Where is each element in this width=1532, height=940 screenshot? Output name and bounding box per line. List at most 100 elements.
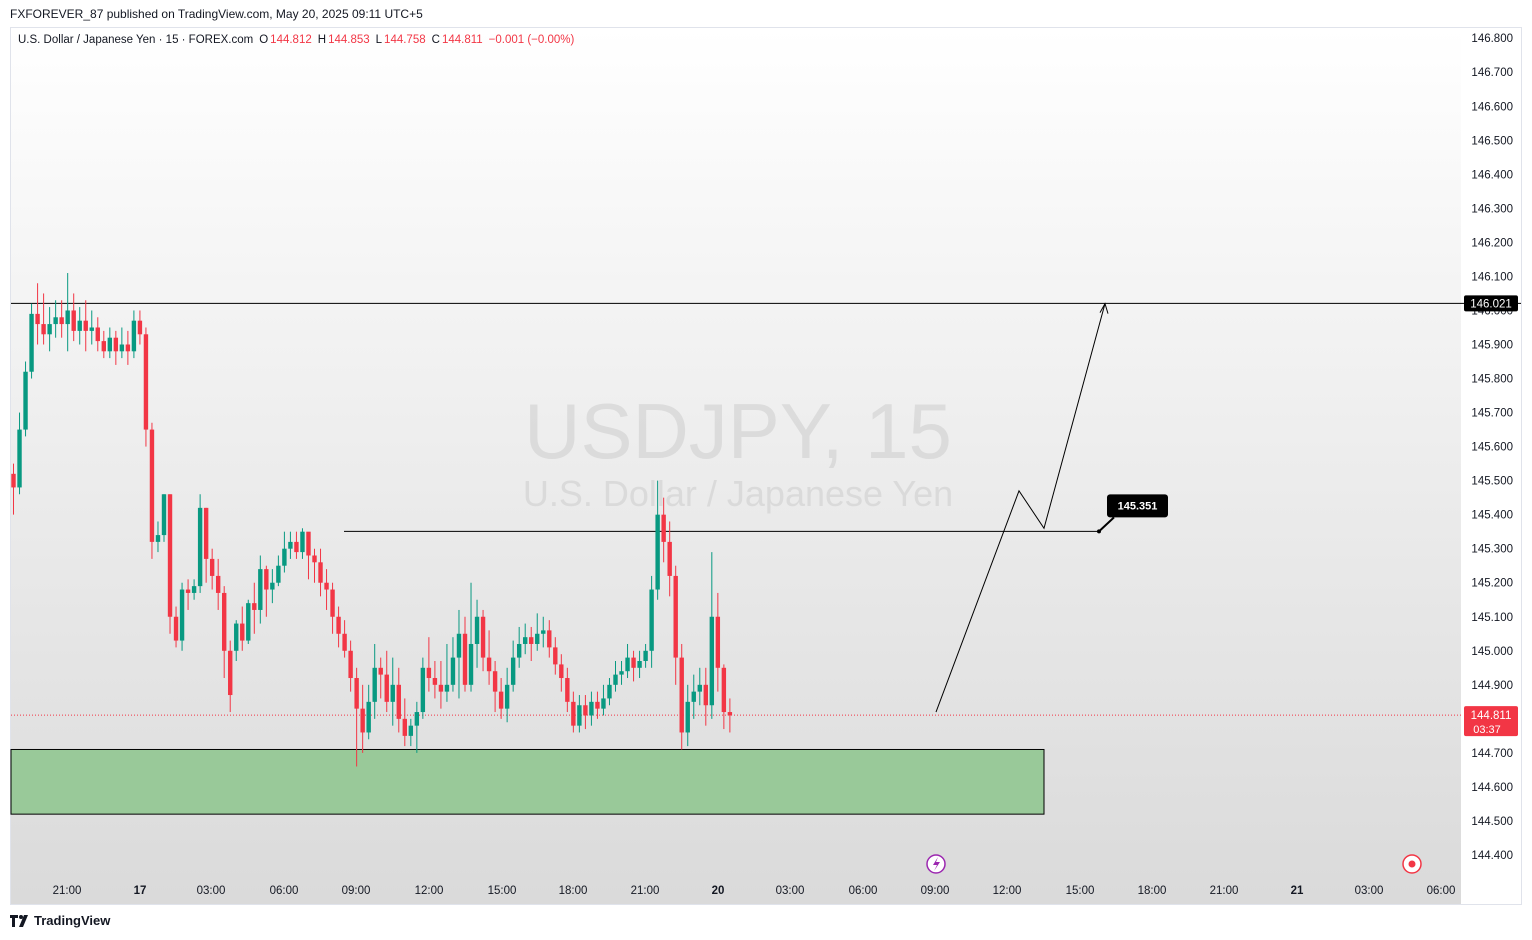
y-tick-label: 145.000 <box>1471 646 1513 658</box>
lightning-icon-bolt <box>933 857 940 871</box>
candle <box>438 661 444 709</box>
candle <box>95 317 100 352</box>
candle <box>276 555 281 587</box>
candle <box>667 521 672 597</box>
candle <box>101 330 106 359</box>
candle-body <box>228 650 233 696</box>
candle <box>456 609 462 699</box>
projection-arrowhead <box>1099 302 1109 314</box>
candle-body <box>414 712 420 726</box>
target-icon[interactable] <box>1402 854 1422 874</box>
candle-body <box>342 633 347 651</box>
legend-close-label: C <box>431 34 440 46</box>
candle <box>246 599 251 644</box>
x-tick-label: 17 <box>134 885 147 897</box>
candle-body <box>595 701 600 709</box>
tradingview-footer[interactable]: TradingView <box>10 913 110 928</box>
tradingview-brand: TradingView <box>34 913 111 928</box>
x-tick-label: 21:00 <box>631 885 660 897</box>
legend-high-value: 144.853 <box>328 34 370 46</box>
candle <box>715 592 721 692</box>
candle <box>583 695 588 730</box>
candle-body <box>444 684 450 692</box>
candle <box>559 654 564 692</box>
candle-body <box>691 691 696 702</box>
candle-body <box>29 313 34 372</box>
candle <box>167 494 173 634</box>
candle-body <box>408 725 414 736</box>
candle <box>607 678 612 706</box>
candle <box>547 620 552 658</box>
candle-body <box>402 718 407 736</box>
candle <box>480 609 486 672</box>
candle-body <box>203 507 209 559</box>
candle-body <box>426 667 432 679</box>
candle-body <box>631 657 636 668</box>
candle <box>444 643 450 702</box>
candle-body <box>318 562 323 583</box>
candle <box>348 640 353 692</box>
candle <box>529 626 534 661</box>
x-tick-label: 15:00 <box>1066 885 1095 897</box>
y-tick-label: 146.600 <box>1471 101 1513 113</box>
candle <box>89 310 94 345</box>
candle-body <box>143 334 149 430</box>
candle <box>234 620 239 661</box>
candle <box>462 616 468 692</box>
candle-body <box>234 623 239 651</box>
candle-body <box>516 643 522 658</box>
candle-body <box>264 569 269 590</box>
candle-body <box>185 589 191 593</box>
watermark: USDJPY, 15 U.S. Dollar / Japanese Yen <box>523 387 953 514</box>
candle <box>601 684 606 716</box>
legend-low-label: L <box>375 34 383 46</box>
candle <box>11 463 16 515</box>
candle-body <box>456 633 462 658</box>
legend-change: −0.001 (−0.00%) <box>488 34 575 46</box>
candle <box>402 698 407 747</box>
y-tick-label: 146.700 <box>1471 67 1513 79</box>
candle-body <box>607 684 612 699</box>
legend-symbol[interactable]: U.S. Dollar / Japanese Yen · 15 · FOREX.… <box>18 34 254 46</box>
x-tick-label: 06:00 <box>849 885 878 897</box>
legend-open-label: O <box>259 34 269 46</box>
y-tick-label: 145.200 <box>1471 578 1513 590</box>
candle-body <box>360 708 365 733</box>
x-tick-label: 09:00 <box>342 885 371 897</box>
candle <box>179 582 185 651</box>
candle-body <box>137 320 143 335</box>
candle <box>721 664 727 730</box>
candle <box>679 643 684 750</box>
candle <box>709 552 715 719</box>
candle <box>486 630 492 685</box>
projection-path <box>935 303 1106 713</box>
x-tick-label: 03:00 <box>1355 885 1384 897</box>
candle <box>77 307 82 345</box>
candle <box>222 586 227 679</box>
candle <box>29 303 34 379</box>
candle <box>203 507 209 583</box>
candle <box>420 657 426 719</box>
candle <box>450 637 456 692</box>
candle <box>41 293 46 345</box>
candle-body <box>504 684 510 709</box>
candle-body <box>149 429 155 542</box>
x-tick-label: 21:00 <box>53 885 82 897</box>
candle <box>390 657 395 726</box>
candle-body <box>649 589 654 651</box>
candle-body <box>222 592 227 651</box>
tradingview-logo-icon <box>10 914 30 927</box>
candle <box>661 497 666 563</box>
candle-body <box>553 647 558 665</box>
candle-body <box>288 541 293 549</box>
y-tick-label: 146.200 <box>1471 237 1513 249</box>
x-tick-label: 12:00 <box>415 885 444 897</box>
resistance-price-label: 146.021 <box>1470 298 1512 310</box>
lightning-icon[interactable] <box>926 854 946 874</box>
candle <box>59 300 64 338</box>
x-tick-label: 18:00 <box>1138 885 1167 897</box>
y-tick-label: 145.900 <box>1471 340 1513 352</box>
candle <box>294 531 299 559</box>
candle <box>408 718 414 747</box>
